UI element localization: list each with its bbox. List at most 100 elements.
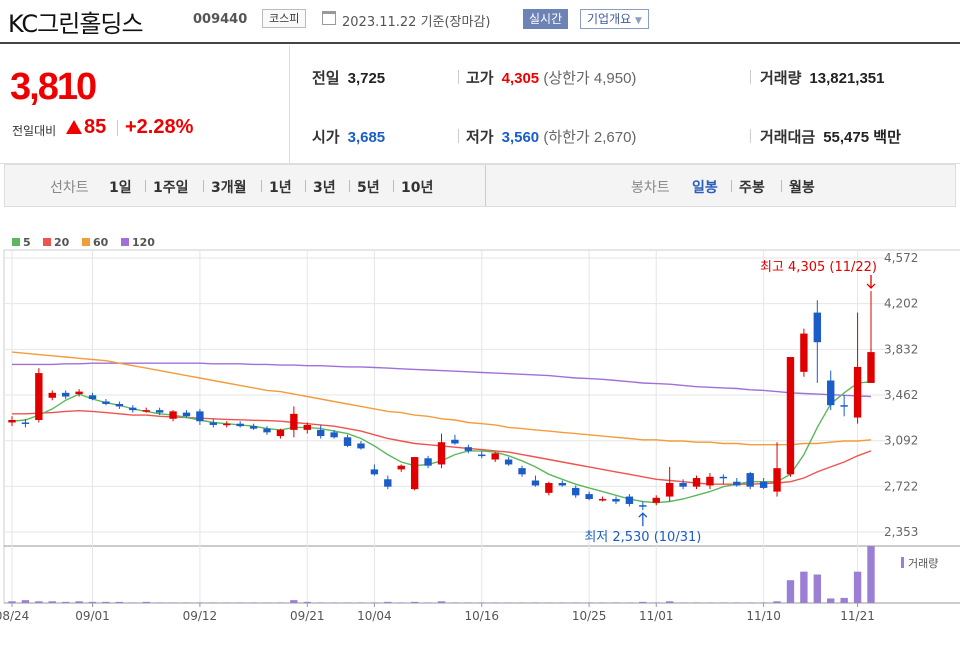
volume-bar	[343, 602, 352, 603]
candle-monthly[interactable]: 월봉	[789, 180, 815, 196]
range-3m[interactable]: 3개월	[211, 180, 247, 196]
market-badge[interactable]: 코스피	[262, 9, 307, 28]
candle-body	[129, 407, 137, 411]
volume-bar	[531, 602, 540, 603]
up-triangle-icon	[66, 120, 82, 134]
y-tick-label: 2,353	[884, 525, 918, 539]
candle-body	[545, 482, 553, 493]
volume: 거래량 13,821,351	[760, 67, 884, 88]
trade-value-label: 거래대금	[760, 129, 816, 146]
candle-body	[504, 459, 513, 465]
volume-bar	[21, 600, 30, 603]
candle-body	[196, 411, 204, 422]
legend-swatch	[121, 238, 129, 246]
candle-body	[706, 476, 714, 486]
trade-value-unit: 백만	[873, 129, 901, 146]
volume-bar	[813, 574, 822, 603]
volume-bar	[129, 602, 137, 603]
range-1d[interactable]: 1일	[109, 180, 132, 196]
stock-header: KC그린홀딩스 009440 코스피 2023.11.22 기준(장마감) 실시…	[0, 0, 960, 44]
candle-body	[357, 443, 365, 449]
chart-grid	[3, 249, 960, 604]
range-1w[interactable]: 1주일	[153, 180, 189, 196]
x-axis: 08/24 09/01 09/12 09/21 10/04 10/16 10/25 11/01…	[0, 603, 875, 623]
divider	[203, 180, 204, 192]
realtime-button[interactable]: 실시간	[523, 9, 569, 29]
volume-bar	[8, 601, 16, 603]
candle-body	[303, 424, 311, 430]
candle-body	[88, 395, 97, 400]
volume-bar	[800, 571, 808, 603]
volume-bar	[303, 601, 311, 603]
candle-body	[236, 423, 244, 427]
y-tick-label: 3,462	[884, 388, 918, 402]
high-value: 4,305	[501, 70, 540, 87]
legend-label: 20	[54, 236, 70, 249]
volume-bar	[853, 571, 862, 603]
candle-body	[572, 487, 580, 496]
y-axis: 4,572 4,202 3,832 3,462 3,092 2,722 2,353	[884, 251, 918, 539]
highest-label: 최고 4,305 (11/22)	[760, 260, 877, 275]
y-tick-label: 3,832	[884, 342, 918, 356]
volume-bar	[639, 601, 647, 603]
volume-bar	[61, 601, 70, 603]
high-label: 고가	[466, 70, 494, 87]
candle-body	[813, 312, 822, 343]
volume-bar	[518, 602, 526, 603]
candle-body	[786, 357, 795, 475]
range-1y[interactable]: 1년	[269, 180, 292, 196]
candle-body	[733, 481, 741, 486]
range-5y[interactable]: 5년	[357, 180, 380, 196]
divider	[145, 180, 146, 192]
low-price: 저가 3,560 (하한가 2,670)	[466, 126, 636, 147]
divider	[261, 180, 262, 192]
y-tick-label: 4,202	[884, 297, 918, 311]
prev-close-label: 전일	[312, 70, 340, 87]
price-chart[interactable]: 5 20 60 120 4,572 4,202 3,832 3,462 3,092 2,722 2…	[0, 208, 960, 648]
divider	[305, 180, 306, 192]
candle-body	[759, 481, 768, 488]
divider	[485, 165, 486, 206]
trade-value-value: 55,475	[823, 129, 870, 146]
candle-daily[interactable]: 일봉	[692, 180, 718, 196]
x-tick-label: 10/25	[572, 609, 607, 623]
divider	[750, 70, 751, 84]
range-3y[interactable]: 3년	[313, 180, 336, 196]
volume-bar	[88, 601, 97, 603]
volume-bar	[464, 602, 473, 603]
divider	[781, 180, 782, 192]
high-price: 고가 4,305 (상한가 4,950)	[466, 67, 636, 88]
candle-body	[249, 426, 258, 429]
candle-body	[719, 476, 728, 479]
volume-bar	[317, 602, 325, 603]
volume-bar	[249, 602, 258, 603]
candle-body	[48, 392, 56, 398]
candle-body	[397, 465, 405, 470]
candle-body	[142, 410, 150, 412]
divider	[731, 180, 732, 192]
candle-body	[827, 380, 835, 406]
as-of-date: 2023.11.22 기준(장마감)	[342, 15, 491, 30]
x-tick-label: 11/21	[840, 609, 875, 623]
volume-bar	[612, 602, 620, 603]
candle-weekly[interactable]: 주봉	[739, 180, 765, 196]
quote-panel: 3,810 전일대비 85 +2.28% 전일 3,725 시가 3,685 고가 4…	[0, 46, 960, 164]
candle-body	[625, 496, 634, 504]
candle-body	[35, 373, 43, 421]
chevron-down-icon: ▼	[635, 16, 642, 26]
candle-body	[451, 439, 459, 444]
volume-bar	[491, 602, 499, 603]
volume-bar	[773, 601, 781, 603]
low-value: 3,560	[501, 129, 540, 146]
company-info-dropdown[interactable]: 기업개요 ▼	[580, 9, 649, 29]
volume-bar	[733, 602, 741, 603]
candle-body	[558, 482, 566, 486]
prev-close-value: 3,725	[347, 70, 386, 87]
divider	[117, 120, 118, 136]
x-tick-label: 10/04	[357, 609, 392, 623]
range-10y[interactable]: 10년	[401, 180, 434, 196]
divider	[349, 180, 350, 192]
divider	[458, 129, 459, 143]
volume-bar	[719, 602, 728, 603]
volume-bar	[598, 602, 607, 603]
